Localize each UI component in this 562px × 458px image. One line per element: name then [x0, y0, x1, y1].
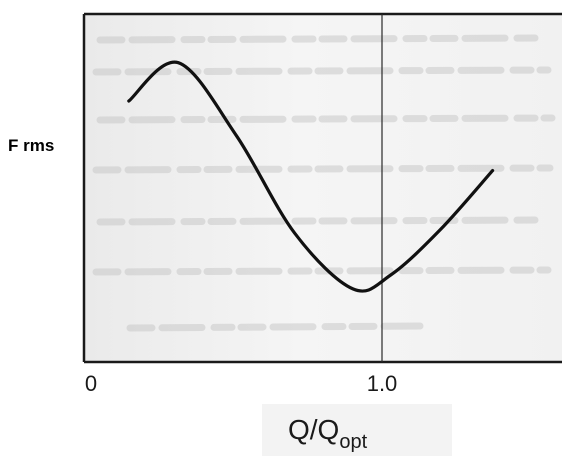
x-tick-label-1: 1.0 — [367, 371, 398, 396]
series-line — [127, 60, 495, 293]
plot-frame — [82, 12, 562, 364]
x-tick-label-0: 0 — [85, 371, 97, 396]
x-axis-label: Q/Qopt — [288, 414, 368, 453]
show-through-texture — [92, 34, 556, 332]
y-axis-label: F rms — [8, 136, 54, 155]
x-axis-label-subscript: opt — [339, 431, 367, 453]
x-label-background — [262, 404, 452, 456]
plot-background — [84, 14, 562, 362]
x-axis-label-main: Q/Q — [288, 414, 339, 445]
